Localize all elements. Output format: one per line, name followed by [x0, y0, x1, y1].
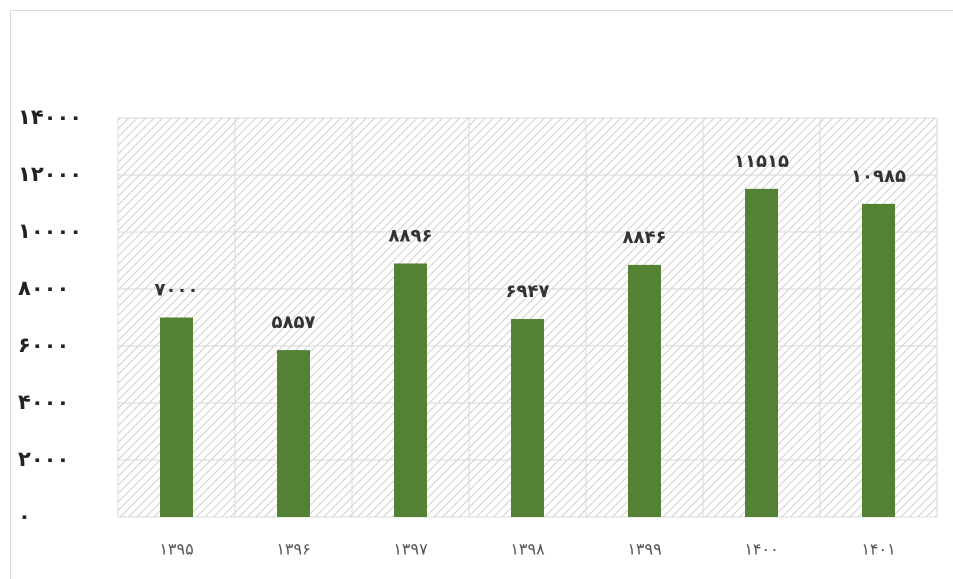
data-label: ۸۸۹۶ — [389, 225, 433, 246]
y-tick-label: ۴۰۰۰ — [18, 390, 69, 414]
bar — [394, 263, 427, 517]
data-label: ۸۸۴۶ — [623, 227, 667, 248]
bar — [277, 350, 310, 517]
y-tick-label: ۰ — [18, 504, 31, 528]
x-tick-label: ۱۳۹۹ — [627, 540, 661, 559]
bar — [511, 319, 544, 517]
data-label: ۷۰۰۰ — [155, 280, 199, 301]
y-tick-label: ۱۰۰۰۰ — [18, 219, 82, 243]
bar — [745, 188, 778, 517]
data-label: ۶۹۴۷ — [506, 281, 550, 302]
y-tick-label: ۱۲۰۰۰ — [18, 162, 82, 186]
x-tick-label: ۱۳۹۶ — [276, 540, 310, 559]
x-tick-label: ۱۳۹۷ — [393, 540, 428, 559]
data-label: ۱۱۵۱۵ — [734, 151, 789, 172]
y-tick-label: ۶۰۰۰ — [18, 333, 69, 357]
bar — [862, 203, 895, 518]
data-label: ۵۸۵۷ — [272, 312, 316, 333]
y-tick-label: ۱۴۰۰۰ — [18, 105, 82, 129]
x-tick-label: ۱۴۰۱ — [861, 540, 895, 559]
x-tick-label: ۱۳۹۸ — [510, 540, 545, 559]
chart-frame — [10, 10, 953, 579]
y-tick-label: ۸۰۰۰ — [18, 276, 69, 300]
data-label: ۱۰۹۸۵ — [851, 166, 906, 187]
bar — [628, 264, 661, 517]
bar — [160, 317, 193, 517]
x-tick-label: ۱۳۹۵ — [159, 540, 193, 559]
x-tick-label: ۱۴۰۰ — [744, 540, 778, 559]
y-tick-label: ۲۰۰۰ — [18, 447, 69, 471]
